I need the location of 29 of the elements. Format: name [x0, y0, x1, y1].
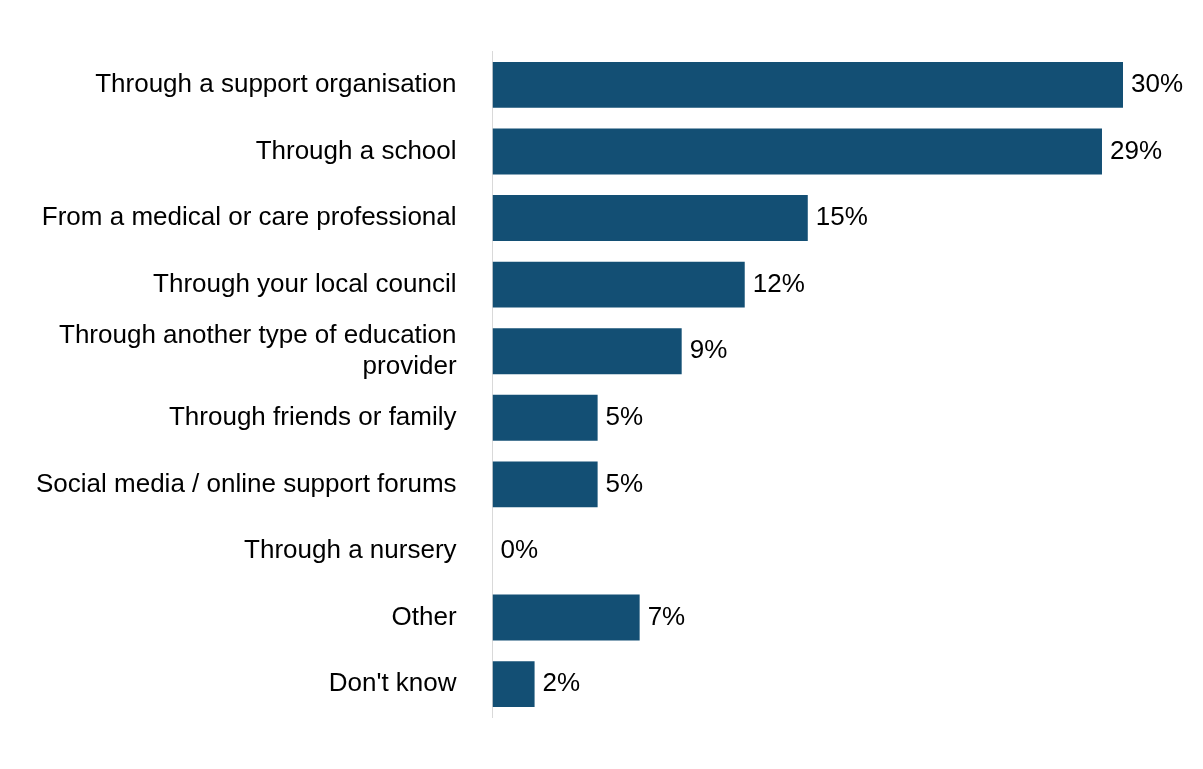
y-tick-label: Through another type of education provider — [59, 318, 457, 380]
data-label: 2% — [542, 667, 581, 698]
data-label: 9% — [689, 334, 728, 365]
data-label: 5% — [605, 467, 644, 498]
data-label: 0% — [500, 534, 539, 565]
bar — [492, 61, 1123, 108]
data-label: 15% — [815, 201, 868, 232]
y-tick-label: Through a school — [255, 134, 457, 165]
bar — [492, 594, 640, 641]
data-label: 30% — [1131, 68, 1184, 99]
bar — [492, 461, 598, 508]
bar — [492, 128, 1102, 175]
y-tick-label: Don't know — [328, 667, 457, 698]
bar — [492, 261, 745, 308]
y-tick-label: Other — [391, 600, 457, 631]
y-tick-label: Through a support organisation — [95, 68, 457, 99]
bar — [492, 661, 535, 708]
y-tick-label: From a medical or care professional — [41, 201, 457, 232]
bar — [492, 195, 808, 242]
bar — [492, 328, 682, 375]
y-tick-label: Through a nursery — [244, 534, 457, 565]
data-label: 29% — [1109, 134, 1163, 165]
y-tick-label: Through your local council — [153, 267, 457, 298]
data-label: 12% — [752, 267, 805, 298]
data-label: 5% — [605, 400, 644, 431]
y-tick-label: Social media / online support forums — [36, 467, 457, 498]
bar — [492, 394, 598, 441]
y-tick-label: Through friends or family — [168, 400, 457, 431]
data-label: 7% — [647, 600, 686, 631]
